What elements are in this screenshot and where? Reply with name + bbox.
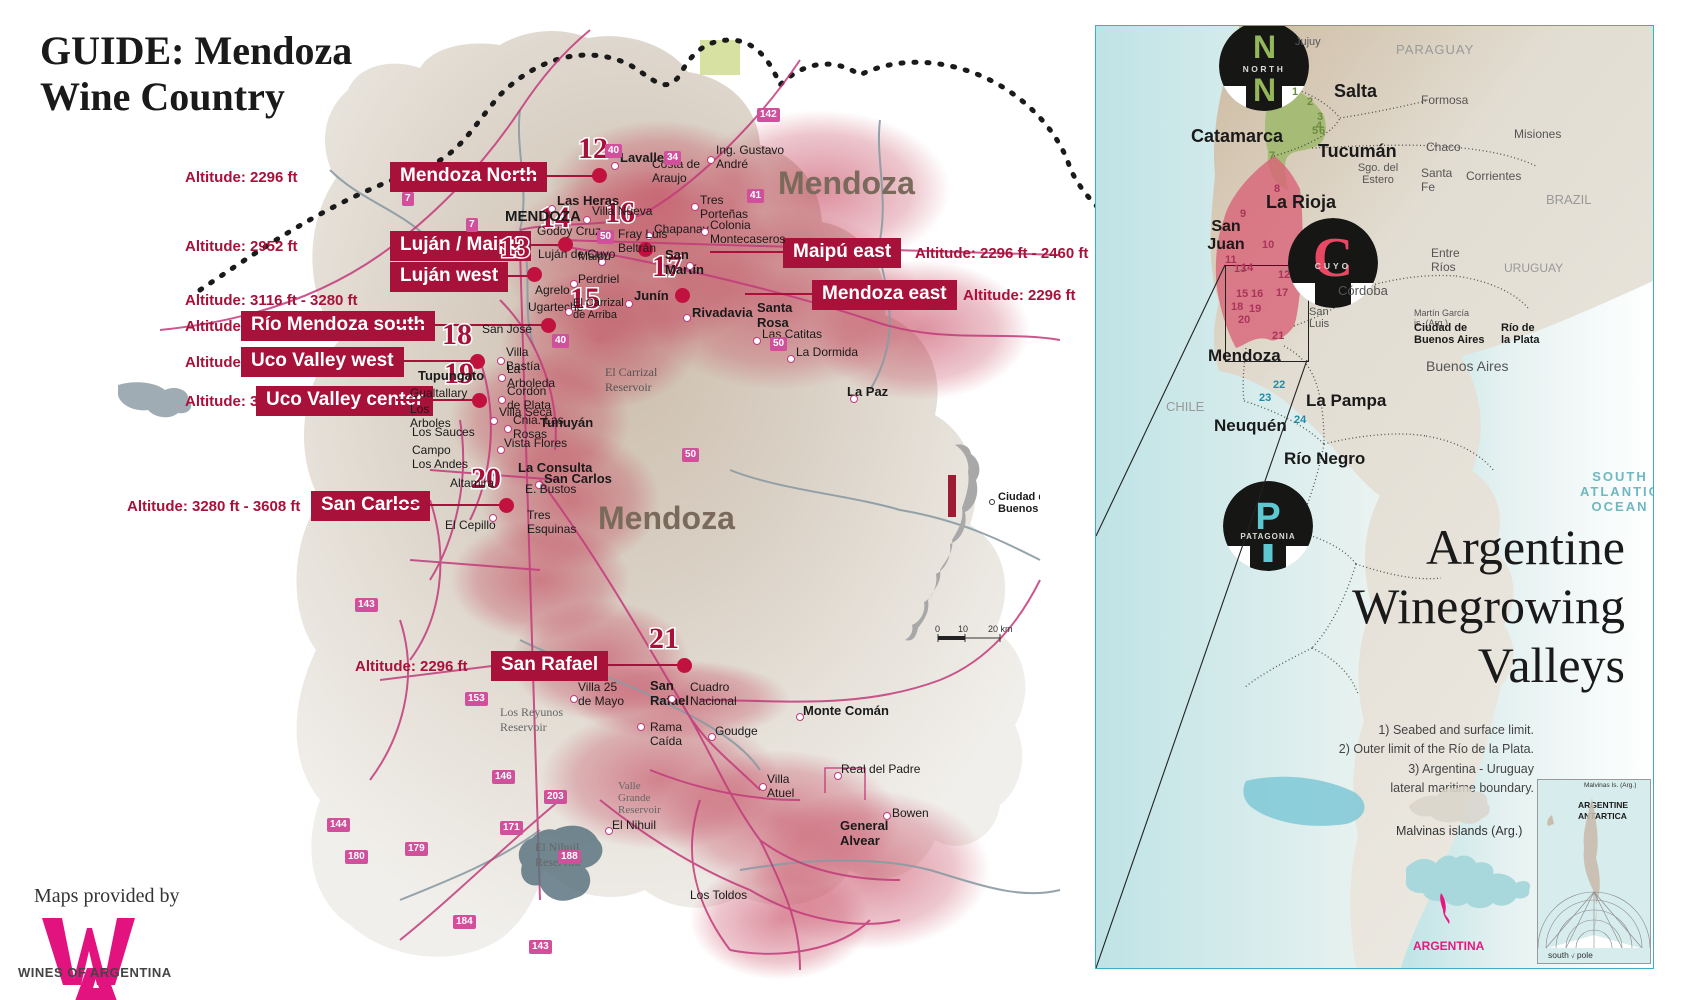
svg-text:Ciudad de: Ciudad de bbox=[998, 491, 1040, 503]
svg-text:PATAGONIA: PATAGONIA bbox=[1240, 532, 1295, 541]
svg-text:C: C bbox=[1313, 227, 1353, 289]
svg-text:Buenos Aires: Buenos Aires bbox=[998, 503, 1040, 515]
svg-text:0: 0 bbox=[935, 624, 940, 634]
svg-text:10: 10 bbox=[958, 624, 968, 634]
svg-text:CUYO: CUYO bbox=[1315, 261, 1352, 271]
svg-text:20 km: 20 km bbox=[988, 624, 1013, 634]
svg-text:N: N bbox=[1253, 29, 1275, 65]
svg-text:N: N bbox=[1253, 72, 1275, 108]
